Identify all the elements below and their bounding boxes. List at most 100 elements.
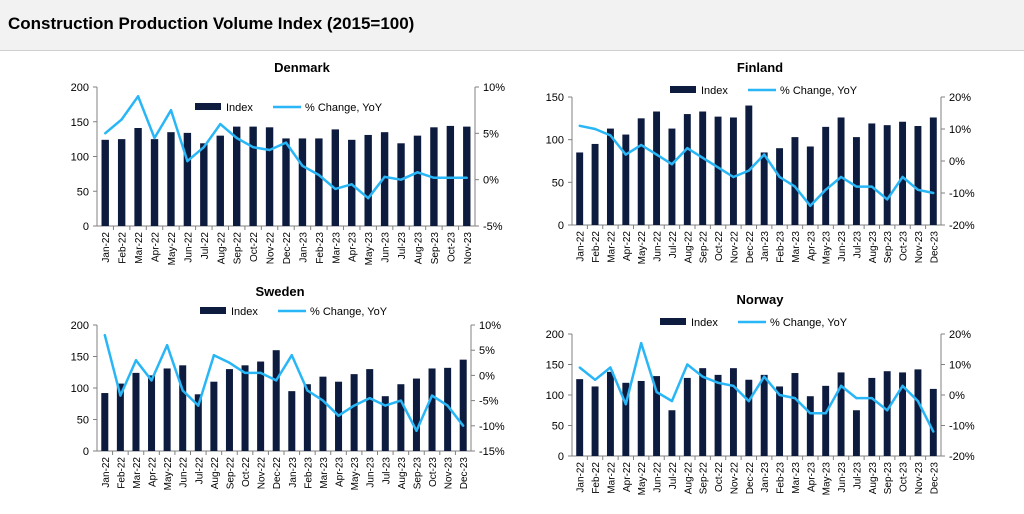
yoy-change-point [284, 141, 288, 144]
legend-index-swatch [200, 307, 226, 314]
index-bar [463, 126, 471, 226]
x-tick-label: Sep-23 [412, 457, 423, 490]
index-bar [806, 396, 814, 456]
yoy-change-point [186, 159, 189, 163]
index-bar [837, 372, 845, 456]
x-tick-label: Oct-22 [714, 231, 725, 261]
index-bar [591, 386, 599, 456]
x-tick-label: Feb-23 [776, 231, 787, 263]
left-tick-label: 0 [83, 446, 89, 458]
right-tick-label: -10% [949, 421, 975, 433]
index-bar [714, 116, 722, 225]
x-tick-label: Feb-23 [776, 462, 787, 494]
x-tick-label: Sep-23 [883, 231, 894, 264]
yoy-change-point [119, 394, 122, 397]
index-bar [132, 372, 140, 451]
index-bar [241, 365, 249, 451]
index-bar [883, 371, 891, 456]
yoy-change-point [932, 430, 935, 433]
right-tick-label: 0% [483, 175, 499, 187]
index-bar [459, 359, 467, 451]
x-tick-label: Aug-22 [683, 462, 694, 495]
left-tick-label: 100 [71, 383, 89, 395]
yoy-change-point [624, 402, 628, 406]
x-tick-label: Nov-23 [914, 231, 925, 264]
x-tick-label: Aug-23 [397, 457, 408, 490]
yoy-change-point [383, 175, 386, 179]
yoy-change-point [870, 185, 874, 188]
index-bar [381, 396, 389, 451]
right-tick-label: 5% [483, 128, 499, 140]
yoy-change-point [732, 384, 735, 388]
x-tick-label: Oct-22 [714, 462, 725, 492]
yoy-change-point [716, 381, 720, 384]
x-tick-label: Nov-23 [914, 462, 925, 495]
left-tick-label: 0 [558, 451, 564, 463]
yoy-change-point [259, 371, 262, 375]
legend-change-label: % Change, YoY [770, 317, 848, 329]
x-tick-label: Sep-22 [225, 457, 236, 490]
left-tick-label: 150 [71, 352, 89, 364]
yoy-change-point [593, 127, 597, 131]
index-bar [668, 128, 676, 225]
x-tick-label: Jul-23 [381, 457, 392, 485]
yoy-change-point [235, 136, 238, 140]
yoy-change-point [430, 394, 434, 397]
x-tick-label: Aug-23 [868, 462, 879, 495]
index-bar [668, 410, 676, 456]
x-tick-label: May-23 [350, 457, 361, 491]
yoy-change-point [384, 404, 387, 407]
x-tick-label: Dec-23 [929, 462, 940, 495]
legend-index-swatch [660, 318, 686, 325]
right-tick-label: 5% [479, 345, 495, 357]
index-bar [117, 139, 126, 226]
yoy-change-point [932, 191, 935, 195]
index-bar [637, 380, 645, 456]
index-bar [167, 132, 175, 226]
x-tick-label: May-22 [163, 457, 174, 491]
x-tick-label: Mar-22 [606, 462, 617, 494]
x-tick-label: Oct-23 [899, 462, 910, 492]
x-tick-label: Sep-23 [430, 232, 441, 265]
index-bar [288, 391, 296, 451]
x-tick-label: Mar-23 [791, 462, 802, 494]
x-tick-label: Jul-22 [668, 231, 679, 259]
yoy-change-point [747, 399, 751, 403]
x-tick-label: Nov-23 [444, 457, 455, 490]
yoy-change-point [639, 143, 643, 147]
index-bar [852, 137, 860, 225]
yoy-change-point [593, 378, 597, 381]
left-tick-label: 50 [77, 186, 89, 198]
index-bar [606, 128, 614, 225]
index-bar [366, 369, 374, 451]
x-tick-label: Feb-23 [315, 232, 326, 264]
index-bar [714, 374, 722, 456]
x-tick-label: Jul-23 [397, 232, 408, 260]
index-bar [745, 379, 753, 456]
x-tick-label: Dec-22 [282, 232, 293, 265]
legend-index-label: Index [691, 317, 718, 329]
index-bar [822, 126, 830, 225]
index-bar [699, 368, 707, 456]
left-tick-label: 100 [546, 135, 564, 147]
x-tick-label: Apr-22 [148, 457, 159, 487]
index-bar [232, 126, 241, 226]
index-bar [806, 146, 814, 225]
finland-chart: Finland 0 50 100 150 -20% -10% 0% 10% 20% Jan-22 Fe… [546, 60, 975, 264]
x-tick-label: Jun-22 [653, 231, 664, 262]
index-bar [413, 135, 422, 226]
index-bar [822, 385, 830, 456]
yoy-change-point [609, 366, 612, 369]
index-bar [183, 132, 192, 226]
index-bar [791, 137, 799, 225]
x-tick-label: Mar-22 [134, 232, 145, 264]
yoy-change-point [334, 187, 337, 191]
yoy-change-point [701, 375, 704, 378]
x-tick-label: Feb-23 [303, 457, 314, 489]
yoy-change-point [624, 153, 628, 156]
x-tick-label: Jan-22 [101, 232, 112, 263]
yoy-change-point [197, 404, 200, 407]
yoy-change-point [916, 399, 920, 403]
left-tick-label: 150 [546, 360, 564, 372]
yoy-change-point [670, 399, 674, 403]
